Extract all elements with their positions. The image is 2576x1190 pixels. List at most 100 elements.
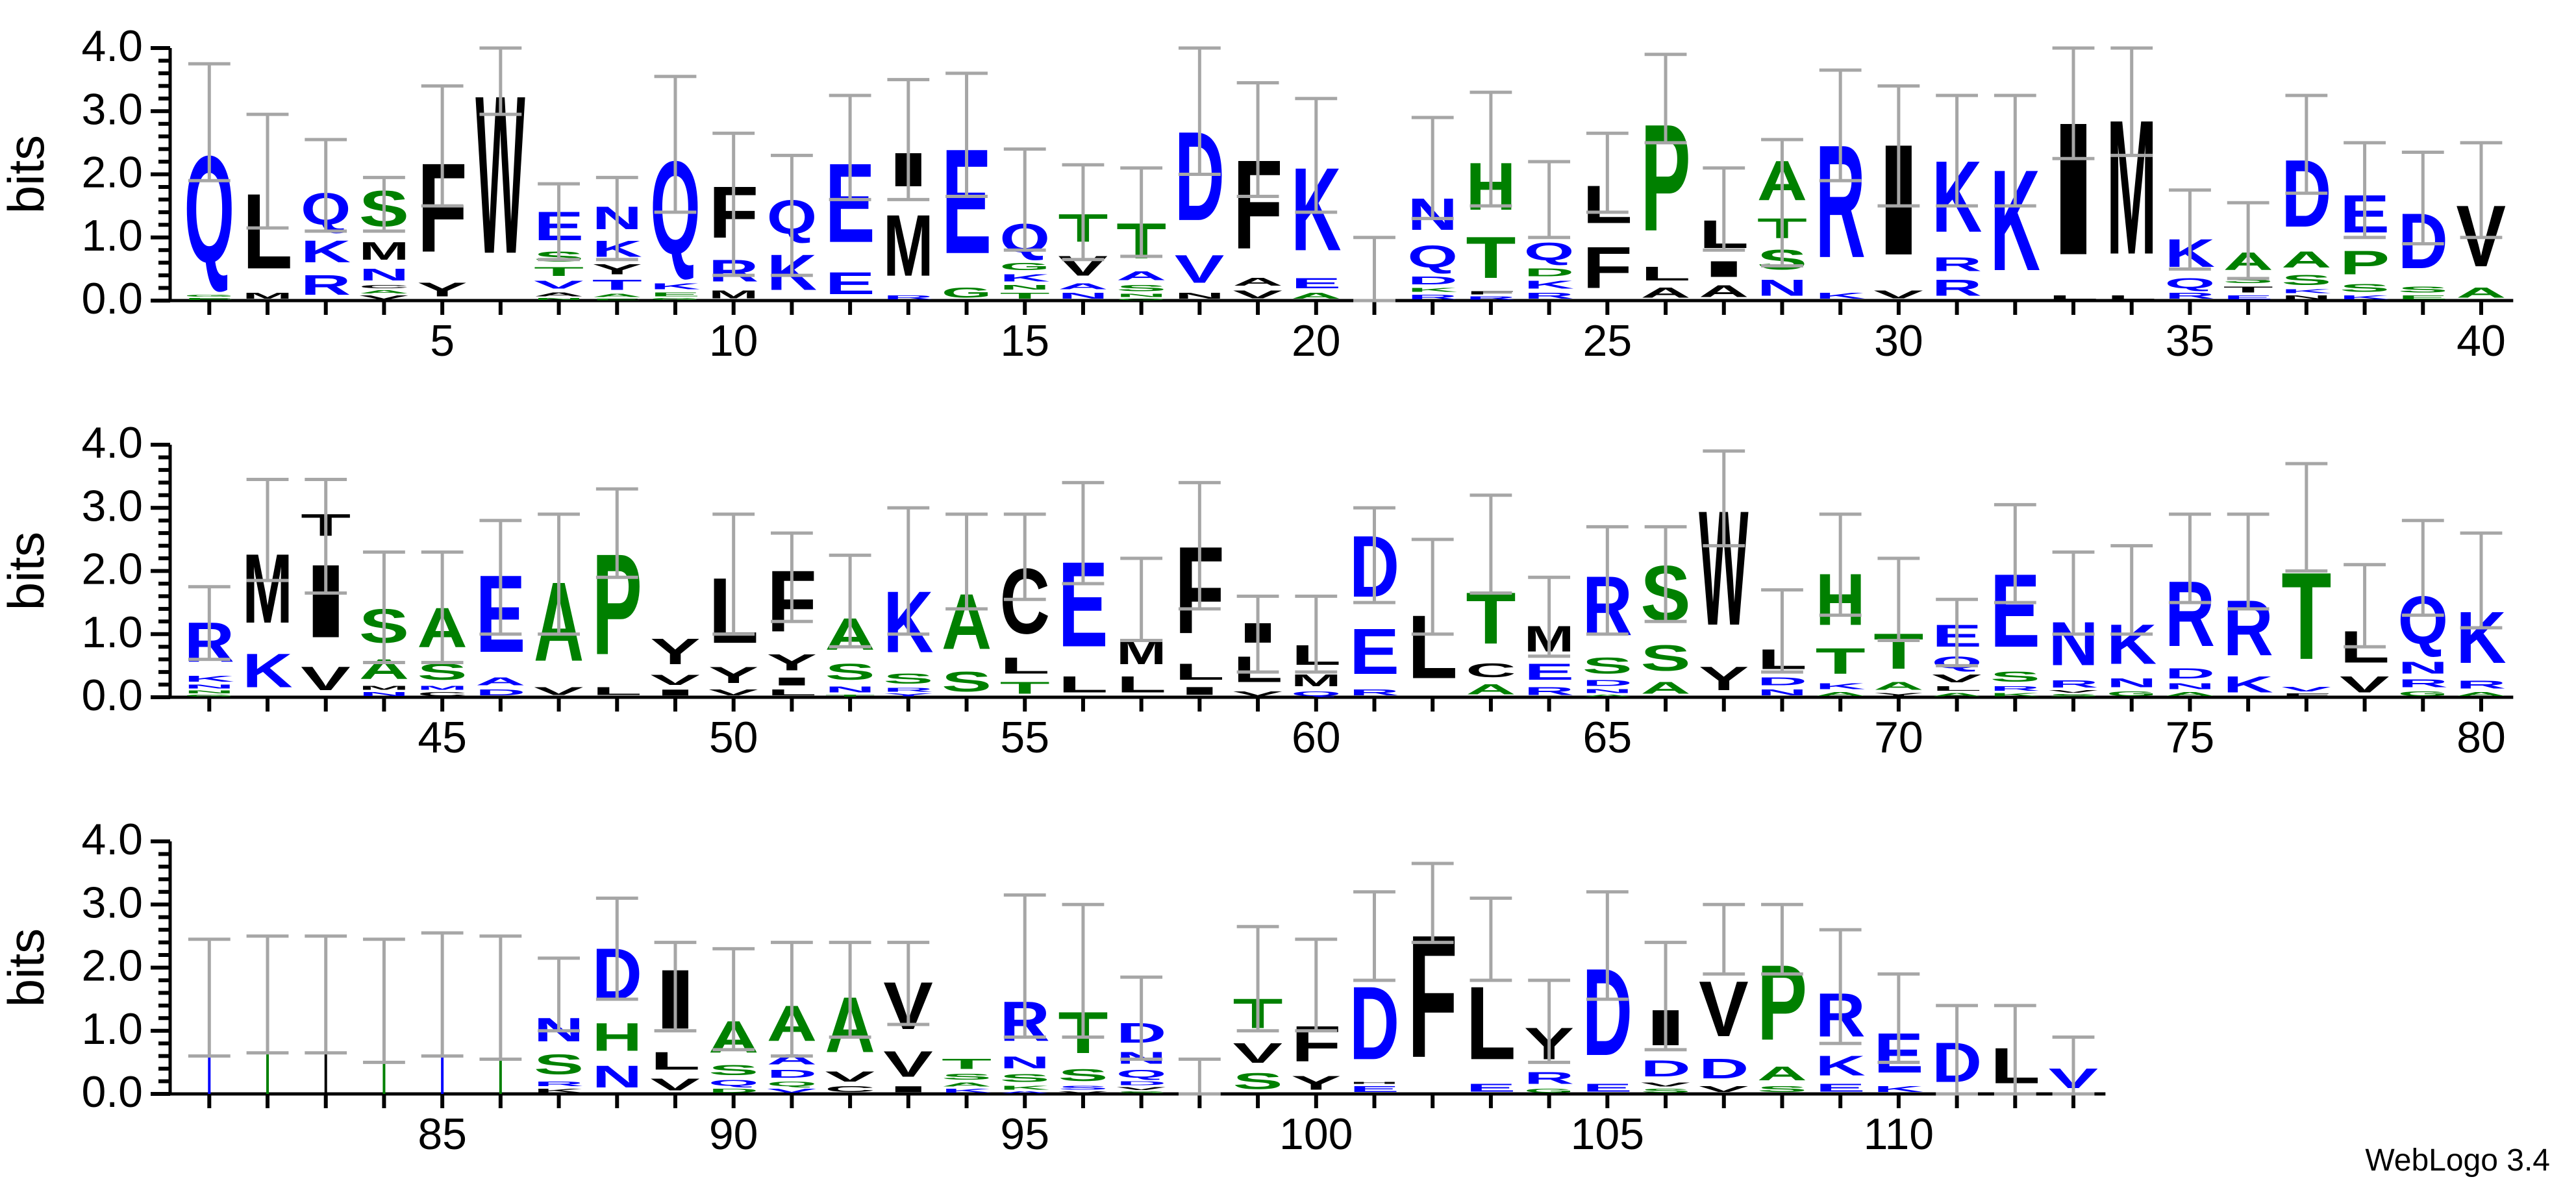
svg-text:4.0: 4.0 [81, 21, 143, 71]
svg-text:K: K [242, 644, 292, 697]
svg-text:bits: bits [0, 135, 55, 214]
svg-text:100: 100 [1279, 1109, 1353, 1159]
svg-text:A: A [1873, 680, 1923, 692]
svg-text:V: V [2340, 672, 2390, 697]
svg-text:S: S [1233, 1069, 1283, 1095]
svg-text:L: L [767, 688, 817, 698]
svg-text:H: H [592, 1015, 642, 1060]
svg-text:Y: Y [650, 632, 700, 673]
svg-text:D: D [2165, 666, 2215, 682]
svg-text:4.0: 4.0 [81, 418, 143, 467]
svg-text:N: N [1757, 275, 1807, 301]
svg-text:T: T [825, 694, 875, 697]
svg-text:L: L [2048, 294, 2098, 301]
svg-text:V: V [767, 1087, 817, 1094]
svg-text:N: N [592, 1060, 642, 1095]
svg-text:Q: Q [2165, 275, 2215, 291]
svg-text:V: V [650, 1075, 700, 1094]
svg-text:R: R [1990, 685, 2040, 693]
svg-text:K: K [1816, 1050, 1866, 1082]
svg-text:R: R [2048, 678, 2098, 689]
svg-text:V: V [534, 685, 584, 697]
svg-text:L: L [1640, 263, 1690, 285]
svg-text:G: G [1116, 298, 1166, 301]
svg-text:V: V [1873, 288, 1923, 301]
svg-text:S: S [1640, 638, 1690, 679]
svg-text:Y: Y [418, 279, 468, 301]
svg-text:D: D [1116, 1080, 1166, 1087]
svg-text:K: K [2340, 294, 2390, 301]
svg-text:40: 40 [2457, 316, 2506, 366]
svg-text:I: I [1699, 256, 1749, 282]
svg-text:Q: Q [767, 1080, 817, 1088]
svg-text:WebLogo 3.4: WebLogo 3.4 [2365, 1143, 2550, 1178]
svg-text:I: I [1175, 685, 1225, 697]
svg-text:bits: bits [0, 532, 55, 610]
svg-text:A: A [1000, 1091, 1050, 1094]
svg-text:V: V [1233, 689, 1283, 697]
svg-text:N: N [1582, 688, 1632, 694]
svg-text:R: R [1932, 253, 1982, 275]
svg-text:R: R [1524, 291, 1574, 301]
svg-text:E: E [825, 266, 875, 301]
svg-text:D: D [1699, 1053, 1749, 1085]
svg-text:H: H [1349, 1082, 1399, 1085]
svg-text:D: D [1524, 266, 1574, 279]
svg-text:S: S [942, 665, 992, 697]
svg-text:E: E [1349, 1085, 1399, 1094]
svg-text:C: C [825, 1085, 875, 1095]
svg-text:T: T [534, 265, 584, 279]
svg-text:K: K [1816, 291, 1866, 301]
svg-text:T: T [1000, 291, 1050, 301]
svg-text:S: S [1582, 653, 1632, 678]
svg-text:V: V [534, 279, 584, 291]
svg-text:D: D [708, 1087, 758, 1094]
svg-text:V: V [2048, 689, 2098, 693]
svg-text:S: S [1058, 1065, 1108, 1084]
svg-text:K: K [1816, 682, 1866, 691]
svg-text:50: 50 [709, 713, 758, 762]
svg-text:S: S [1990, 669, 2040, 684]
svg-text:Y: Y [1699, 660, 1749, 697]
svg-text:G: G [1000, 261, 1050, 272]
svg-text:60: 60 [1292, 713, 1341, 762]
svg-text:K: K [184, 674, 234, 684]
svg-text:2.0: 2.0 [81, 545, 143, 594]
svg-text:E: E [592, 298, 642, 301]
svg-text:T: T [1466, 225, 1516, 291]
svg-text:Y: Y [592, 262, 642, 277]
svg-text:N: N [2398, 658, 2448, 677]
svg-text:K: K [1000, 1084, 1051, 1091]
svg-text:N: N [184, 689, 234, 694]
svg-text:Q: Q [1524, 238, 1574, 266]
svg-text:A: A [2165, 691, 2215, 697]
svg-text:1.0: 1.0 [81, 1004, 143, 1054]
svg-text:V: V [825, 1069, 875, 1084]
svg-text:V: V [1932, 672, 1982, 684]
svg-text:T: T [1816, 640, 1866, 682]
svg-text:N: N [184, 684, 234, 690]
svg-text:105: 105 [1571, 1109, 1644, 1159]
svg-text:K: K [942, 1087, 992, 1094]
svg-text:N: N [1000, 1053, 1050, 1072]
svg-text:V: V [301, 660, 351, 698]
svg-text:C: C [359, 284, 409, 290]
svg-text:N: N [2165, 682, 2215, 691]
svg-text:K: K [2223, 672, 2273, 697]
svg-text:A: A [1699, 282, 1749, 301]
svg-text:I: I [650, 688, 700, 697]
svg-text:P: P [2340, 244, 2390, 282]
svg-text:R: R [1466, 295, 1516, 301]
svg-text:55: 55 [1000, 713, 1049, 762]
svg-text:L: L [2107, 294, 2157, 301]
svg-text:R: R [1524, 685, 1574, 697]
svg-text:E: E [650, 291, 700, 298]
svg-text:3.0: 3.0 [81, 84, 143, 134]
svg-text:K: K [1408, 287, 1458, 293]
svg-text:S: S [1116, 283, 1166, 293]
svg-text:R: R [534, 1080, 584, 1088]
svg-text:R: R [1349, 688, 1399, 698]
svg-text:S: S [2398, 285, 2448, 294]
svg-text:M: M [883, 196, 933, 295]
svg-text:G: G [942, 285, 992, 301]
